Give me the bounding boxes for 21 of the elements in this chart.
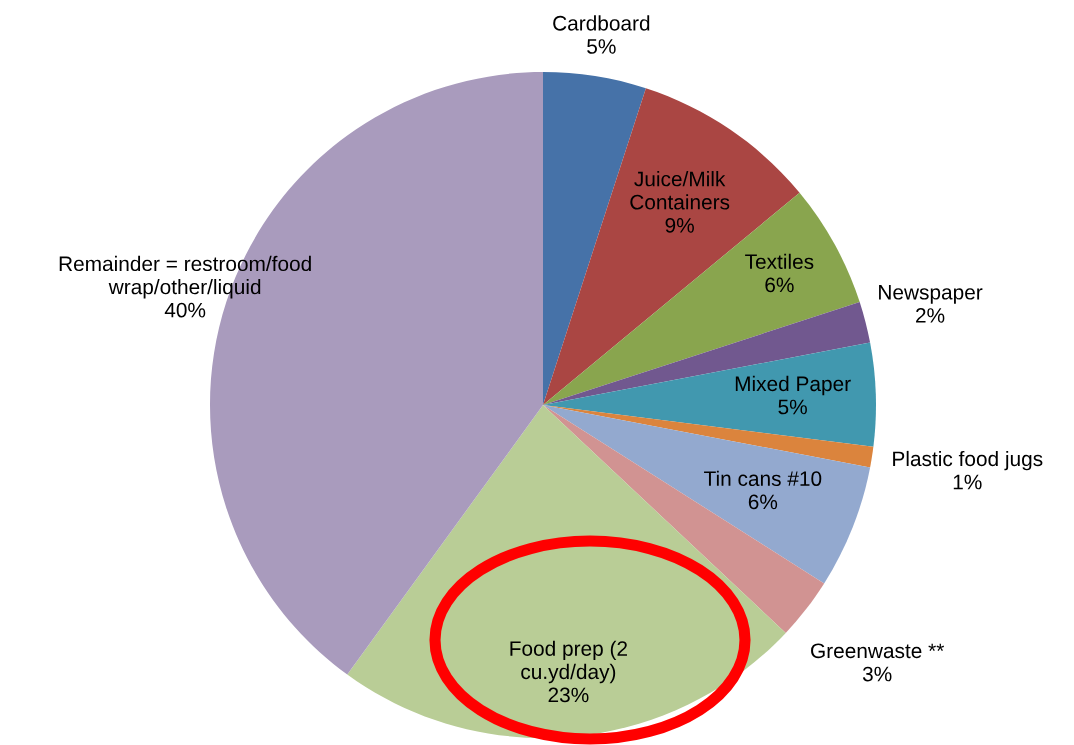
slice-label: Food prep (2 cu.yd/day) (510, 640, 627, 684)
data-label: 1% (953, 474, 982, 490)
data-label: 2% (916, 308, 945, 323)
data-label: 9% (665, 217, 694, 233)
slice-label: Greenwaste ** (811, 643, 945, 659)
data-label: 40% (164, 302, 206, 318)
data-label: 3% (862, 666, 892, 682)
data-label: 23% (548, 687, 589, 703)
slice-label: Juice/Milk Containers (630, 171, 730, 210)
slice-label: Textiles (745, 253, 814, 270)
data-label: 5% (587, 39, 616, 54)
slice-label: Mixed Paper (735, 375, 851, 396)
data-label: 5% (778, 399, 807, 415)
slice-label: Newspaper (879, 285, 983, 304)
slice-label: Plastic food jugs (893, 450, 1043, 471)
slice-label: Cardboard (553, 15, 650, 31)
data-label: 6% (748, 494, 778, 510)
slice-label: Remainder = restroom/food wrap/other/liquid (59, 255, 311, 299)
data-label: 6% (765, 277, 794, 293)
slice-label: Tin cans #10 (704, 470, 822, 487)
pie-slice (543, 342, 876, 447)
